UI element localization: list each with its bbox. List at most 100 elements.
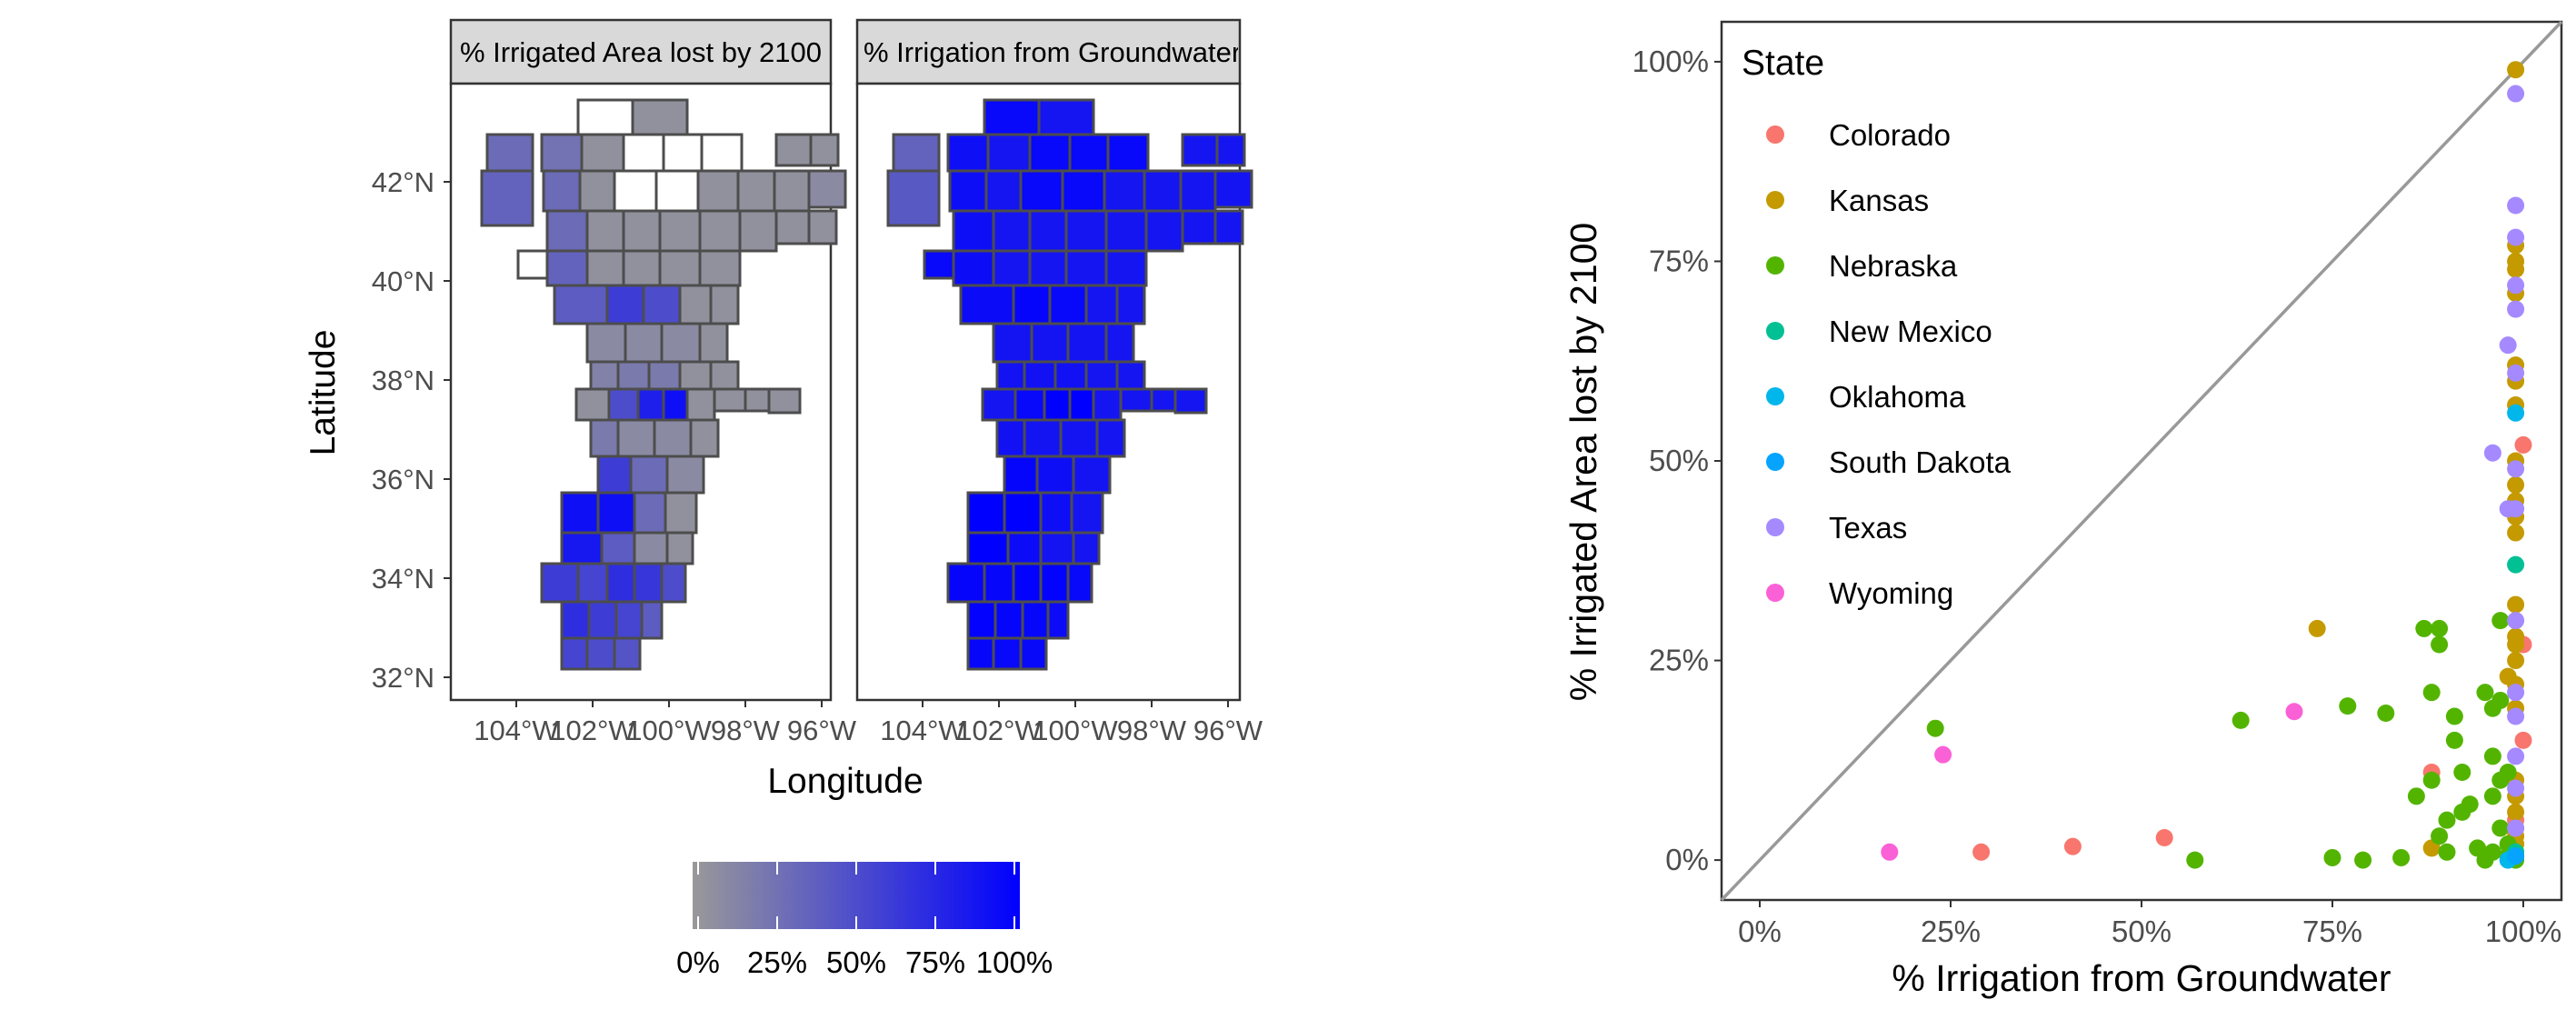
scatter-y-axis: 0% 25% 50% 75% 100% (1632, 45, 1722, 876)
map-region (981, 387, 1017, 422)
map-region (578, 169, 616, 213)
scatter-point (2499, 763, 2517, 781)
scatter-point (2461, 795, 2479, 814)
map-region (585, 249, 625, 287)
map-y-tick-label: 36°N (372, 464, 434, 495)
map-region (736, 169, 776, 213)
map-region (560, 531, 604, 565)
map-region (1215, 133, 1246, 167)
map-region (540, 562, 580, 604)
scatter-point (2507, 555, 2525, 574)
map-x-tick-label: 98°W (1117, 715, 1187, 746)
legend-swatch (1766, 518, 1784, 536)
map-region (709, 284, 740, 325)
map-y-axis-title: Latitude (304, 330, 343, 456)
map-region (1023, 418, 1063, 458)
map-region (1003, 491, 1043, 535)
map-region (698, 249, 742, 287)
legend-swatch (1766, 322, 1784, 340)
scatter-point (2483, 747, 2501, 765)
scatter-point (2431, 635, 2449, 654)
map-region (1028, 133, 1072, 173)
map-region (633, 491, 667, 535)
map-region (596, 491, 636, 535)
map-region (1106, 133, 1150, 173)
map-region (664, 491, 698, 535)
facet-1-strip-label: % Irrigated Area lost by 2100 (460, 36, 822, 68)
colorbar-tick-label: 0% (676, 945, 720, 979)
map-region (589, 418, 620, 458)
map-region (633, 531, 669, 565)
map-region (633, 562, 664, 604)
map-region (986, 133, 1032, 173)
map-region (1115, 360, 1146, 391)
map-region (574, 387, 611, 422)
scatter-point (1934, 745, 1952, 764)
scatter-point (2507, 684, 2525, 702)
map-region (516, 249, 549, 280)
map-region (1037, 98, 1095, 136)
map-region (607, 387, 640, 422)
map-region (545, 249, 589, 287)
map-region (1095, 418, 1126, 458)
map-region (585, 209, 625, 253)
map-region (616, 418, 656, 458)
scatter-x-axis: 0% 25% 50% 75% 100% (1738, 900, 2561, 948)
scatter-point (2507, 707, 2525, 725)
scatter-point (2514, 435, 2532, 454)
scatter-point (2476, 684, 2494, 702)
scatter-point (2063, 837, 2082, 855)
scatter-point (2155, 829, 2173, 847)
scatter-point (2507, 612, 2525, 630)
map-x-tick-label: 104°W (880, 715, 965, 746)
map-region (614, 600, 644, 640)
scatter-point (2339, 697, 2357, 715)
map-region (1072, 531, 1101, 565)
map-region (995, 418, 1026, 458)
map-region (966, 531, 1010, 565)
scatter-point (2354, 851, 2372, 869)
scatter-legend: State Colorado Kansas Nebraska New Mexico Ok… (1742, 44, 2012, 610)
map-region (540, 133, 584, 173)
scatter-point (2507, 747, 2525, 765)
map-region (1012, 284, 1052, 325)
legend-swatch (1766, 584, 1784, 602)
scatter-point (2483, 843, 2501, 861)
scatter-point (2507, 819, 2525, 837)
scatter-point (2507, 595, 2525, 614)
map-region (560, 636, 589, 671)
map-x-tick-label: 104°W (474, 715, 559, 746)
scatter-point (2507, 652, 2525, 670)
scatter-point (2507, 300, 2525, 318)
scatter-point (2285, 703, 2303, 721)
map-region (1030, 322, 1070, 364)
legend-swatch (1766, 453, 1784, 471)
scatter-point (2323, 848, 2341, 866)
scatter-y-tick-label: 25% (1649, 644, 1709, 677)
map-region (886, 169, 941, 227)
map-region (983, 98, 1041, 136)
map-region (642, 284, 682, 325)
map-region (580, 133, 625, 173)
map-region (640, 600, 664, 640)
map-region (1039, 562, 1070, 604)
scatter-points (1881, 61, 2532, 869)
map-region (1039, 491, 1073, 535)
scatter-point (2499, 336, 2517, 355)
map-region (654, 169, 700, 213)
map-region (660, 322, 702, 364)
legend-label: South Dakota (1829, 445, 2012, 479)
map-region (589, 360, 620, 391)
scatter-point (2186, 851, 2204, 869)
colorbar-tick-label: 25% (747, 945, 807, 979)
map-region (1181, 133, 1219, 167)
scatter-y-tick-label: 75% (1649, 244, 1709, 277)
scatter-point (2507, 276, 2525, 295)
map-region (1064, 249, 1108, 287)
map-region (1150, 387, 1177, 413)
map-region (1066, 562, 1093, 604)
map-region (993, 600, 1024, 640)
scatter-point (2422, 684, 2441, 702)
